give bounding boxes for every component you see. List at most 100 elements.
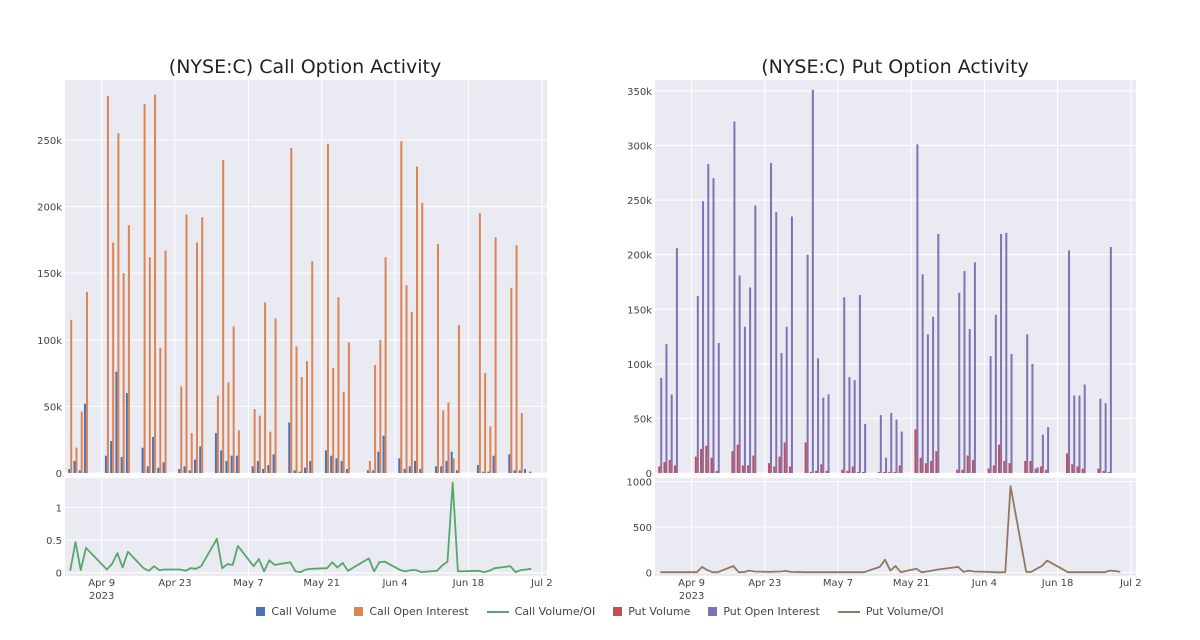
call-open-interest-bar bbox=[421, 202, 424, 473]
call-volume-bar bbox=[104, 455, 107, 473]
x-tick-label: Jul 2 bbox=[1119, 578, 1142, 589]
call-open-interest-bar bbox=[290, 147, 293, 473]
call-volume-bar bbox=[492, 455, 495, 473]
legend-item-call-open-interest[interactable]: Call Open Interest bbox=[354, 605, 469, 618]
call-open-interest-bar bbox=[80, 411, 83, 473]
call-volume-bar bbox=[340, 461, 343, 473]
call-panel-title: (NYSE:C) Call Option Activity bbox=[169, 56, 441, 78]
call-open-interest-bar bbox=[478, 213, 481, 473]
call-open-interest-bar bbox=[253, 409, 256, 473]
x-tick-label: Apr 23 bbox=[158, 578, 191, 589]
call-volume-bar bbox=[487, 471, 490, 473]
call-volume-bar bbox=[524, 469, 527, 473]
call-open-interest-bar bbox=[494, 237, 497, 473]
call-volume-bar bbox=[162, 462, 165, 473]
legend-item-call-volume[interactable]: Call Volume bbox=[256, 605, 336, 618]
put-volume-bar bbox=[1102, 470, 1105, 473]
legend-item-put-volume-oi[interactable]: Put Volume/OI bbox=[837, 605, 944, 618]
call-open-interest-bar bbox=[295, 346, 298, 473]
call-volume-bar bbox=[398, 458, 401, 473]
y-tick-label: 0 bbox=[646, 568, 652, 579]
put-open-interest-bar bbox=[702, 201, 705, 474]
put-open-interest-bar bbox=[1041, 434, 1044, 473]
x-tick-label: May 21 bbox=[893, 578, 930, 589]
put-volume-bar bbox=[992, 465, 995, 473]
call-volume-bar bbox=[83, 403, 86, 473]
call-open-interest-bar bbox=[484, 373, 487, 473]
put-open-interest-bar bbox=[1073, 395, 1076, 473]
call-volume-bar bbox=[230, 455, 233, 473]
put-volume-bar bbox=[1097, 468, 1100, 473]
y-tick-label: 0 bbox=[56, 469, 62, 480]
put-open-interest-bar bbox=[712, 178, 715, 473]
call-volume-bar bbox=[120, 457, 123, 473]
call-open-interest-bar bbox=[201, 217, 204, 473]
put-open-interest-bar bbox=[733, 121, 736, 473]
put-volume-bar bbox=[1066, 453, 1069, 473]
call-open-interest-bar bbox=[216, 395, 219, 473]
put-open-interest-bar bbox=[827, 394, 830, 473]
put-volume-bar bbox=[820, 464, 823, 473]
x-year-label: 2023 bbox=[89, 591, 114, 600]
call-volume-bar bbox=[193, 459, 196, 473]
call-volume-bar bbox=[529, 471, 532, 473]
call-open-interest-bar bbox=[106, 95, 109, 473]
legend-label: Put Volume/OI bbox=[865, 605, 944, 618]
call-open-interest-bar bbox=[489, 426, 492, 473]
call-volume-bar bbox=[324, 450, 327, 473]
x-tick-label: Jun 18 bbox=[452, 578, 485, 589]
put-open-interest-bar bbox=[780, 352, 783, 473]
put-open-interest-bar bbox=[895, 419, 898, 473]
y-tick-label: 0 bbox=[56, 569, 62, 580]
call-open-interest-bar bbox=[85, 291, 88, 473]
call-open-interest-bar bbox=[75, 447, 78, 473]
put-open-interest-bar bbox=[916, 144, 919, 474]
put-volume-bar bbox=[966, 455, 969, 473]
call-open-interest-bar bbox=[515, 245, 518, 473]
put-volume-bar bbox=[783, 442, 786, 473]
call-volume-bar bbox=[146, 466, 149, 473]
legend-item-put-open-interest[interactable]: Put Open Interest bbox=[708, 605, 820, 618]
call-volume-bar bbox=[476, 465, 479, 473]
put-volume-bar bbox=[1107, 471, 1110, 473]
put-open-interest-bar bbox=[749, 287, 752, 473]
put-volume-bar bbox=[700, 448, 703, 473]
put-open-interest-bar bbox=[822, 397, 825, 473]
put-volume-bar bbox=[961, 469, 964, 473]
call-volume-bar bbox=[434, 466, 437, 473]
call-volume-bar bbox=[251, 466, 254, 473]
call-open-interest-bar bbox=[374, 365, 377, 473]
put-volume-bar bbox=[1076, 466, 1079, 473]
put-volume-bar bbox=[919, 457, 922, 473]
y-tick-label: 200k bbox=[37, 203, 62, 214]
put-volume-bar bbox=[815, 470, 818, 473]
y-tick-label: 150k bbox=[37, 269, 62, 280]
call-volume-bar bbox=[403, 469, 406, 473]
legend-swatch bbox=[486, 610, 509, 613]
legend-item-put-volume[interactable]: Put Volume bbox=[613, 605, 690, 618]
call-volume-bar bbox=[335, 458, 338, 473]
put-open-interest-bar bbox=[754, 205, 757, 473]
call-open-interest-bar bbox=[436, 243, 439, 473]
y-tick-label: 1000 bbox=[627, 478, 652, 489]
put-volume-bar bbox=[956, 469, 959, 473]
call-volume-bar bbox=[330, 455, 333, 473]
put-open-interest-bar bbox=[665, 344, 668, 473]
call-open-interest-bar bbox=[227, 382, 230, 473]
legend-label: Call Open Interest bbox=[369, 605, 469, 618]
put-volume-bar bbox=[998, 444, 1001, 473]
call-open-interest-bar bbox=[442, 410, 445, 473]
y-tick-label: 150k bbox=[627, 305, 652, 316]
x-tick-label: Apr 9 bbox=[678, 578, 705, 589]
call-open-interest-bar bbox=[337, 297, 340, 473]
put-volume-bar bbox=[862, 471, 865, 473]
call-open-interest-bar bbox=[180, 386, 183, 473]
call-volume-bar bbox=[225, 461, 228, 473]
legend-swatch bbox=[837, 610, 860, 613]
put-open-interest-bar bbox=[743, 326, 746, 473]
legend-item-call-volume-oi[interactable]: Call Volume/OI bbox=[486, 605, 595, 618]
put-volume-bar bbox=[741, 465, 744, 473]
put-volume-bar bbox=[804, 442, 807, 473]
put-volume-bar bbox=[668, 459, 671, 473]
legend-label: Call Volume bbox=[271, 605, 337, 618]
